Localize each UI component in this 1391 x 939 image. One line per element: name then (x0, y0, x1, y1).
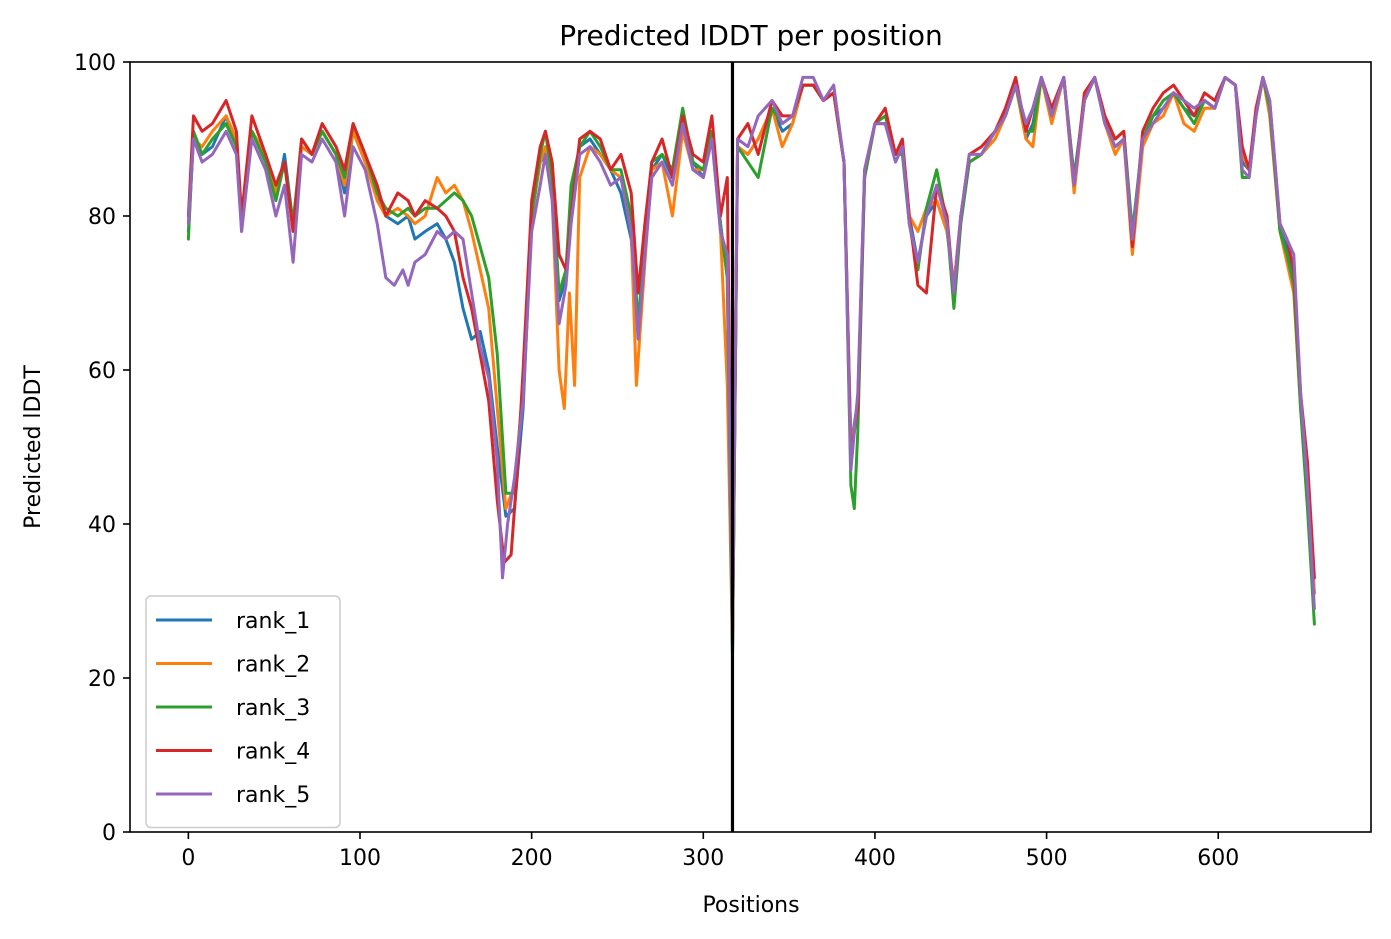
legend-label-rank_1: rank_1 (236, 609, 310, 634)
chart-title: Predicted lDDT per position (559, 19, 943, 52)
series-line-rank_5 (186, 75, 1316, 634)
x-tick-label: 400 (854, 846, 896, 871)
x-tick-label: 100 (339, 846, 381, 871)
y-tick-label: 40 (88, 513, 116, 538)
legend-label-rank_3: rank_3 (236, 696, 310, 721)
x-tick-label: 200 (511, 846, 553, 871)
y-tick-label: 0 (102, 821, 116, 846)
legend-label-rank_4: rank_4 (236, 740, 310, 765)
y-tick-label: 80 (88, 205, 116, 230)
x-axis-label: Positions (702, 893, 799, 918)
plot-lines (186, 75, 1316, 657)
y-axis-label: Predicted lDDT (21, 365, 46, 529)
x-tick-label: 500 (1026, 846, 1068, 871)
x-tick-label: 0 (181, 846, 195, 871)
legend-label-rank_5: rank_5 (236, 783, 310, 808)
y-tick-label: 100 (74, 51, 116, 76)
y-axis-ticks: 0 20 40 60 80 100 (74, 51, 130, 846)
legend-box (145, 595, 341, 829)
y-tick-label: 60 (88, 359, 116, 384)
legend: rank_1 rank_2 rank_3 rank_4 rank_5 (145, 595, 341, 829)
x-tick-label: 300 (682, 846, 724, 871)
legend-label-rank_2: rank_2 (236, 653, 310, 678)
x-tick-label: 600 (1197, 846, 1239, 871)
x-axis-ticks: 0 100 200 300 400 500 600 (181, 832, 1239, 871)
plot-frame (129, 61, 1372, 833)
y-tick-label: 20 (88, 667, 116, 692)
